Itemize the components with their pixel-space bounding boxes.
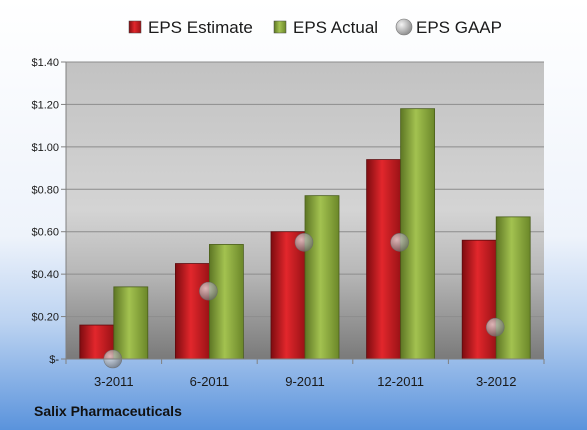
y-tick-label: $0.80 (31, 184, 59, 196)
legend-label-eps-estimate: EPS Estimate (148, 18, 253, 37)
legend-swatch-eps-estimate (128, 20, 142, 34)
y-axis-ticks: $- $0.20 $0.40 $0.60 $0.80 $1.00 $1.20 $1.40 (31, 57, 66, 366)
eps-gaap-marker (294, 233, 314, 252)
bars-layer (79, 108, 531, 360)
eps-gaap-marker (390, 233, 409, 252)
eps-actual-bar (400, 108, 436, 360)
eps-actual-bar (304, 195, 340, 360)
eps-actual-bar (113, 286, 149, 360)
y-tick-label: $1.00 (31, 142, 59, 154)
legend: EPS Estimate EPS Actual EPS GAAP (128, 18, 502, 37)
y-tick-label: $- (49, 354, 59, 366)
y-tick-label: $1.20 (31, 99, 59, 111)
eps-actual-bar (208, 244, 244, 360)
eps-estimate-bar (366, 159, 402, 360)
company-label: Salix Pharmaceuticals (34, 403, 182, 419)
y-tick-label: $0.40 (31, 269, 59, 281)
x-category-label: 3-2011 (94, 374, 134, 389)
legend-swatch-eps-gaap (395, 18, 413, 36)
eps-actual-bar (495, 216, 531, 360)
x-category-label: 3-2012 (476, 374, 516, 389)
eps-gaap-marker (485, 317, 505, 337)
x-category-label: 9-2011 (285, 374, 325, 389)
y-tick-label: $1.40 (31, 57, 59, 69)
eps-gaap-marker (199, 281, 218, 301)
y-tick-label: $0.20 (31, 312, 59, 324)
legend-swatch-eps-actual (273, 20, 287, 34)
x-category-label: 6-2011 (190, 374, 230, 389)
eps-estimate-bar (461, 239, 497, 360)
x-axis-categories: 3-2011 6-2011 9-2011 12-2011 3-2012 (65, 359, 545, 389)
eps-estimate-bar (270, 231, 306, 360)
eps-estimate-bar (174, 263, 210, 360)
legend-label-eps-gaap: EPS GAAP (416, 18, 502, 37)
legend-label-eps-actual: EPS Actual (293, 18, 378, 37)
y-tick-label: $0.60 (31, 227, 59, 239)
x-category-label: 12-2011 (377, 374, 424, 389)
